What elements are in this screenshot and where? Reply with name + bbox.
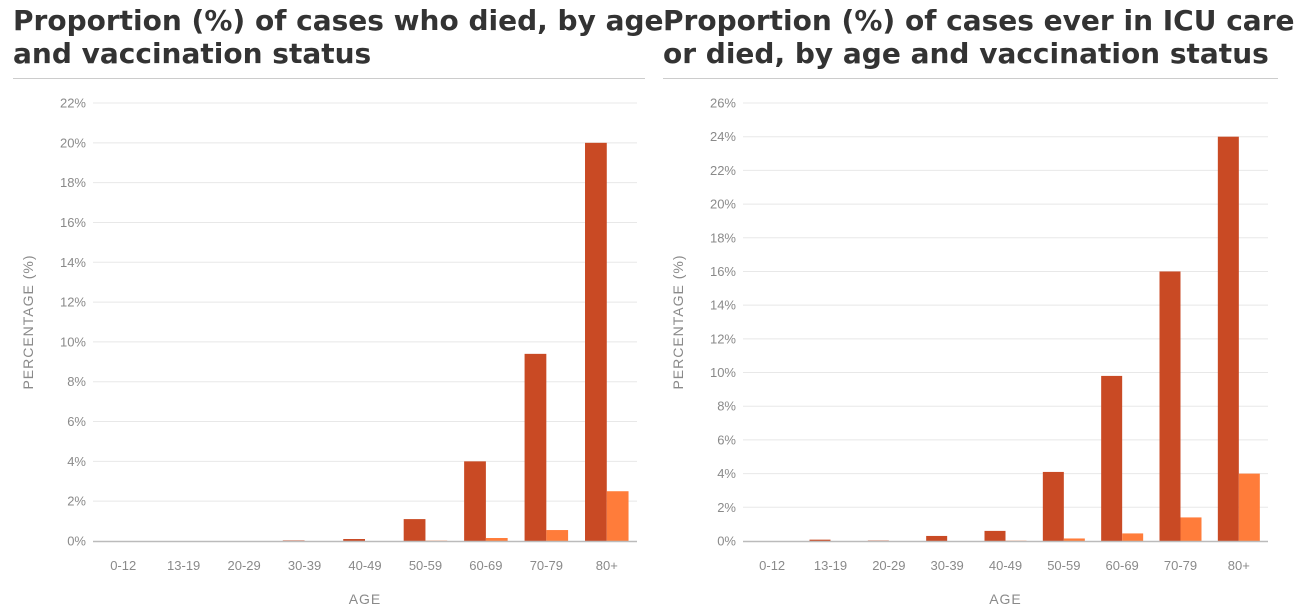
y-tick-label: 18% [710,230,736,245]
bar-unvaccinated [809,539,831,541]
y-tick-label: 8% [717,399,736,414]
bar-unvaccinated [867,540,889,541]
y-tick-label: 10% [60,334,86,349]
y-tick-label: 0% [67,534,86,549]
y-tick-label: 20% [710,197,736,212]
bar-vaccinated [1180,517,1202,541]
y-tick-label: 14% [710,298,736,313]
y-tick-label: 24% [710,129,736,144]
title-divider [13,78,645,79]
x-tick-label: 0-12 [110,558,136,573]
y-axis-title: PERCENTAGE (%) [670,254,686,389]
bar-unvaccinated [926,535,948,541]
x-tick-label: 20-29 [872,558,905,573]
y-tick-label: 20% [60,135,86,150]
y-axis-title: PERCENTAGE (%) [20,254,36,389]
chart-title: Proportion (%) of cases who died, by age… [13,0,664,74]
x-tick-label: 40-49 [348,558,381,573]
y-tick-label: 4% [67,454,86,469]
y-tick-label: 6% [67,414,86,429]
y-tick-label: 14% [60,255,86,270]
icu-chart-panel: Proportion (%) of cases ever in ICU care… [663,0,1295,608]
y-tick-label: 16% [60,215,86,230]
y-tick-label: 6% [717,432,736,447]
bar-unvaccinated [403,519,426,541]
x-axis-title: AGE [349,591,382,607]
y-tick-label: 4% [717,466,736,481]
bar-unvaccinated [984,530,1006,541]
y-tick-label: 16% [710,264,736,279]
bar-unvaccinated [1042,471,1064,541]
bar-unvaccinated [282,540,305,541]
y-tick-label: 22% [710,163,736,178]
bar-vaccinated [1122,533,1144,541]
bar-unvaccinated [524,353,547,541]
deaths-chart-panel: Proportion (%) of cases who died, by age… [13,0,664,608]
y-tick-label: 8% [67,374,86,389]
y-tick-label: 12% [60,295,86,310]
x-tick-label: 20-29 [227,558,260,573]
chart-title-line-2: and vaccination status [13,37,372,70]
x-axis-title: AGE [989,591,1022,607]
bar-unvaccinated [343,539,365,541]
bar-vaccinated [1063,538,1085,541]
deaths-bar-chart: 0% 2% 4% 6% 8% 10% 12% 14% 16% 18% 20% 22% 0-12 13-19… [20,96,637,607]
bar-vaccinated [1238,473,1260,541]
y-tick-label: 2% [67,494,86,509]
x-tick-label: 50-59 [409,558,442,573]
x-tick-label: 50-59 [1047,558,1080,573]
x-tick-label: 80+ [596,558,618,573]
bar-unvaccinated [1101,375,1123,541]
bar-unvaccinated [1159,271,1181,541]
bar-vaccinated [606,491,629,541]
x-tick-label: 60-69 [469,558,502,573]
chart-title-line-1: Proportion (%) of cases who died, by age [13,4,664,37]
x-tick-label: 60-69 [1106,558,1139,573]
chart-title-line-1: Proportion (%) of cases ever in ICU care [663,4,1295,37]
x-tick-label: 30-39 [931,558,964,573]
bar-unvaccinated [464,461,486,541]
bar-vaccinated [546,530,569,541]
chart-title: Proportion (%) of cases ever in ICU care… [663,0,1295,74]
icu-bar-chart: 0% 2% 4% 6% 8% 10% 12% 14% 16% 18% 20% 22% 24% 26% 0-1… [670,96,1268,607]
y-tick-label: 10% [710,365,736,380]
y-tick-label: 0% [717,534,736,549]
x-tick-label: 30-39 [288,558,321,573]
title-divider [663,78,1278,79]
bar-unvaccinated [1217,136,1239,541]
x-tick-label: 70-79 [1164,558,1197,573]
x-tick-label: 13-19 [814,558,847,573]
x-tick-label: 70-79 [530,558,563,573]
x-tick-label: 0-12 [759,558,785,573]
bar-vaccinated [485,538,508,541]
x-tick-label: 80+ [1228,558,1250,573]
x-tick-label: 13-19 [167,558,200,573]
y-tick-label: 26% [710,96,736,111]
y-tick-label: 18% [60,175,86,190]
chart-title-line-2: or died, by age and vaccination status [663,37,1269,70]
y-tick-label: 2% [717,500,736,515]
y-tick-label: 22% [60,96,86,111]
x-tick-label: 40-49 [989,558,1022,573]
y-tick-label: 12% [710,331,736,346]
bar-unvaccinated [585,142,607,541]
